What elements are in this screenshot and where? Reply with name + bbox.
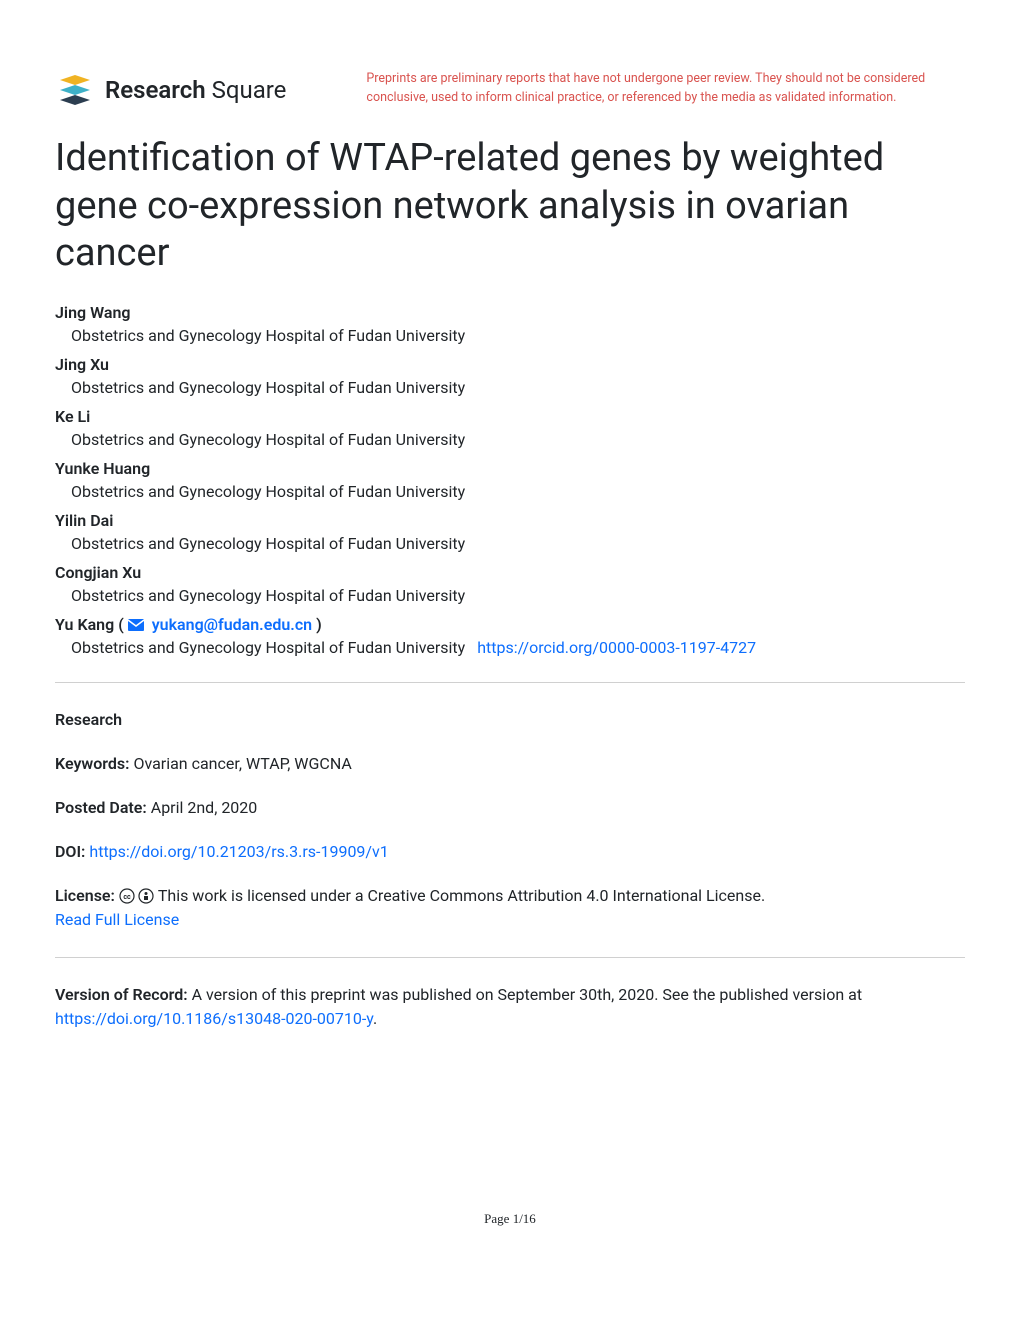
- author-affiliation: Obstetrics and Gynecology Hospital of Fu…: [71, 430, 965, 449]
- author-affiliation: Obstetrics and Gynecology Hospital of Fu…: [71, 482, 965, 501]
- corresponding-author-affiliation: Obstetrics and Gynecology Hospital of Fu…: [71, 638, 965, 657]
- author-name: Congjian Xu: [55, 563, 965, 582]
- divider: [55, 682, 965, 683]
- disclaimer-text: Preprints are preliminary reports that h…: [366, 70, 965, 108]
- author-affiliation: Obstetrics and Gynecology Hospital of Fu…: [71, 326, 965, 345]
- license-link[interactable]: Read Full License: [55, 910, 179, 929]
- cc-icon: cc: [119, 888, 158, 904]
- version-section: Version of Record: A version of this pre…: [55, 983, 965, 1031]
- article-title: Identification of WTAP-related genes by …: [55, 135, 965, 278]
- email-icon: [128, 619, 144, 631]
- author-affiliation: Obstetrics and Gynecology Hospital of Fu…: [71, 378, 965, 397]
- author-block: Ke Li Obstetrics and Gynecology Hospital…: [55, 407, 965, 449]
- author-affiliation: Obstetrics and Gynecology Hospital of Fu…: [71, 586, 965, 605]
- logo-container: Research Square: [55, 70, 286, 110]
- orcid-link[interactable]: https://orcid.org/0000-0003-1197-4727: [477, 638, 756, 657]
- author-list: Jing Wang Obstetrics and Gynecology Hosp…: [55, 303, 965, 657]
- version-link[interactable]: https://doi.org/10.1186/s13048-020-00710…: [55, 1009, 373, 1028]
- author-block: Yilin Dai Obstetrics and Gynecology Hosp…: [55, 511, 965, 553]
- keywords-row: Keywords: Ovarian cancer, WTAP, WGCNA: [55, 752, 965, 776]
- posted-date-row: Posted Date: April 2nd, 2020: [55, 796, 965, 820]
- version-of-record-row: Version of Record: A version of this pre…: [55, 983, 965, 1031]
- author-name: Jing Wang: [55, 303, 965, 322]
- author-block: Jing Wang Obstetrics and Gynecology Hosp…: [55, 303, 965, 345]
- doi-row: DOI: https://doi.org/10.21203/rs.3.rs-19…: [55, 840, 965, 864]
- page-number: Page 1/16: [55, 1211, 965, 1227]
- author-block: Yunke Huang Obstetrics and Gynecology Ho…: [55, 459, 965, 501]
- email-link[interactable]: yukang@fudan.edu.cn: [128, 615, 312, 634]
- author-name: Jing Xu: [55, 355, 965, 374]
- svg-text:cc: cc: [123, 893, 131, 901]
- research-square-logo-icon: [55, 70, 95, 110]
- divider: [55, 957, 965, 958]
- author-affiliation: Obstetrics and Gynecology Hospital of Fu…: [71, 534, 965, 553]
- author-name: Ke Li: [55, 407, 965, 426]
- author-name: Yunke Huang: [55, 459, 965, 478]
- header-row: Research Square Preprints are preliminar…: [55, 70, 965, 110]
- meta-section: Research Keywords: Ovarian cancer, WTAP,…: [55, 708, 965, 932]
- doi-link[interactable]: https://doi.org/10.21203/rs.3.rs-19909/v…: [89, 842, 388, 861]
- corresponding-author-name: Yu Kang ( yukang@fudan.edu.cn ): [55, 615, 965, 634]
- author-block: Jing Xu Obstetrics and Gynecology Hospit…: [55, 355, 965, 397]
- author-name: Yilin Dai: [55, 511, 965, 530]
- license-row: License: cc This work is licensed under …: [55, 884, 965, 932]
- logo-text: Research Square: [105, 76, 286, 104]
- author-block: Congjian Xu Obstetrics and Gynecology Ho…: [55, 563, 965, 605]
- article-type: Research: [55, 708, 965, 732]
- corresponding-author-block: Yu Kang ( yukang@fudan.edu.cn ) Obstetri…: [55, 615, 965, 657]
